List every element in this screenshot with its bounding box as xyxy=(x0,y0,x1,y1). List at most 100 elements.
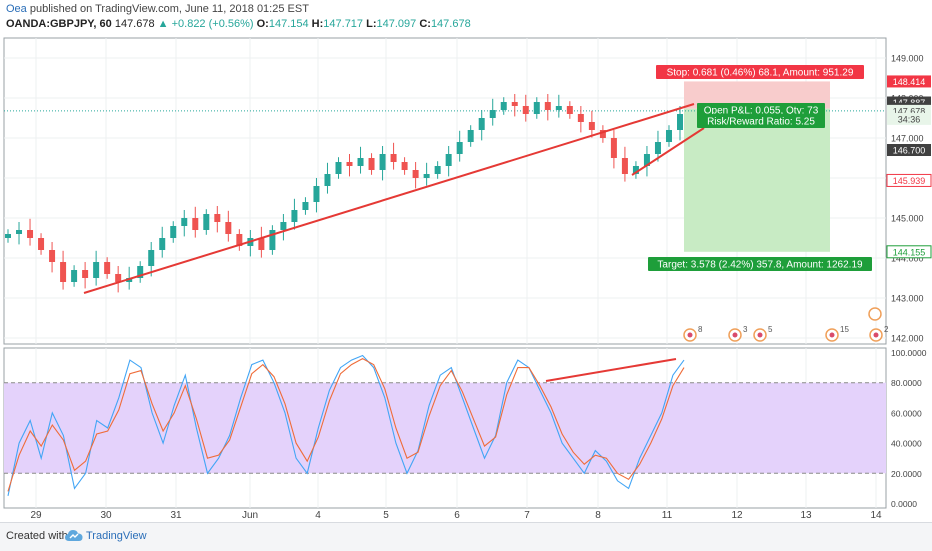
rsi-tick-label: 100.0000 xyxy=(891,348,927,358)
price-tag: 34:36 xyxy=(898,114,921,124)
rsi-band xyxy=(4,382,886,474)
chart-canvas[interactable]: 293031Jun4567811121314149.000148.000147.… xyxy=(0,0,932,522)
y-tick-label: 149.000 xyxy=(891,54,924,64)
x-tick-label: 5 xyxy=(383,510,389,521)
candle-body xyxy=(335,162,342,174)
candle-body xyxy=(148,250,155,266)
x-tick-label: 4 xyxy=(315,510,321,521)
candle-body xyxy=(203,214,210,230)
event-count: 3 xyxy=(743,325,748,334)
event-count: 2 xyxy=(884,325,889,334)
candle-body xyxy=(665,130,672,142)
candle-body xyxy=(357,158,364,166)
candle-body xyxy=(566,106,573,114)
candle-body xyxy=(346,162,353,166)
candle-body xyxy=(181,218,188,226)
candle-body xyxy=(390,154,397,162)
x-tick-label: Jun xyxy=(242,510,258,521)
candle-body xyxy=(677,114,683,130)
candle-body xyxy=(27,230,34,238)
y-tick-label: 144.000 xyxy=(891,254,924,264)
event-dot xyxy=(829,332,835,338)
price-tag: 144.155 xyxy=(893,247,926,257)
candle-body xyxy=(60,262,67,282)
low-value: 147.097 xyxy=(376,18,417,30)
candle-body xyxy=(500,102,507,110)
candle-body xyxy=(654,142,661,154)
event-count: 15 xyxy=(840,325,849,334)
price-tag: 146.700 xyxy=(893,146,926,156)
event-count: 5 xyxy=(768,325,773,334)
candle-body xyxy=(533,102,540,114)
price-tag-bg xyxy=(887,75,931,88)
rsi-tick-label: 80.0000 xyxy=(891,378,922,388)
target-zone xyxy=(684,108,830,252)
x-tick-label: 14 xyxy=(870,510,882,521)
footer-bar: Created with TradingView xyxy=(0,522,932,551)
open-value: 147.154 xyxy=(268,18,309,30)
candle-body xyxy=(423,174,430,178)
candle-body xyxy=(313,186,320,202)
tradingview-brand[interactable]: TradingView xyxy=(86,530,147,542)
rsi-k-line xyxy=(7,354,685,497)
price-tag: 148.414 xyxy=(893,77,926,87)
candle-body xyxy=(38,238,45,250)
candle-body xyxy=(71,270,78,282)
x-tick-label: 6 xyxy=(454,510,460,521)
candle-body xyxy=(291,210,298,222)
x-tick-label: 13 xyxy=(800,510,812,521)
event-icon xyxy=(868,307,882,321)
candle-body xyxy=(236,234,243,246)
candle-body xyxy=(82,270,89,278)
close-value: 147.678 xyxy=(430,18,471,30)
author-link[interactable]: Oea xyxy=(6,3,27,15)
low-label: L: xyxy=(366,18,377,30)
candle-body xyxy=(5,234,11,238)
trendline-main xyxy=(83,103,695,294)
candle-body xyxy=(588,122,595,130)
candle-body xyxy=(401,162,408,170)
symbol-label[interactable]: OANDA:GBPJPY, 60 xyxy=(6,18,112,30)
y-tick-label: 142.000 xyxy=(891,334,924,344)
x-tick-label: 31 xyxy=(170,510,182,521)
candle-body xyxy=(302,202,309,210)
publish-line: Oea published on TradingView.com, June 1… xyxy=(6,3,309,15)
candle-body xyxy=(280,222,287,230)
rr-label-bg xyxy=(697,114,825,128)
x-tick-label: 7 xyxy=(524,510,530,521)
candle-body xyxy=(555,106,562,110)
candle-body xyxy=(49,250,56,262)
high-value: 147.717 xyxy=(323,18,364,30)
candle-body xyxy=(379,154,386,170)
ohlc-line: OANDA:GBPJPY, 60 147.678 ▲ +0.822 (+0.56… xyxy=(6,18,471,30)
y-tick-label: 145.000 xyxy=(891,214,924,224)
candle-body xyxy=(610,138,617,158)
candle-body xyxy=(324,174,331,186)
candle-body xyxy=(225,222,232,234)
candle-body xyxy=(632,166,639,174)
candle-body xyxy=(258,238,265,250)
close-label: C: xyxy=(419,18,431,30)
candle-body xyxy=(456,142,463,154)
candle-body xyxy=(511,102,518,106)
candle-body xyxy=(192,218,199,230)
price-tag: 147.678 xyxy=(893,106,926,116)
candle-body xyxy=(445,154,452,166)
candle-body xyxy=(137,266,144,278)
candle-body xyxy=(434,166,441,174)
event-dot xyxy=(757,332,763,338)
price-tag-bg xyxy=(886,173,932,187)
candle-body xyxy=(104,262,111,274)
pnl-label: Open P&L: 0.055, Qty: 73 xyxy=(704,106,819,117)
chart-header: Oea published on TradingView.com, June 1… xyxy=(0,0,932,34)
candle-body xyxy=(368,158,375,170)
y-tick-label: 147.000 xyxy=(891,134,924,144)
candle-body xyxy=(478,118,485,130)
candle-body xyxy=(489,110,496,118)
x-tick-label: 30 xyxy=(100,510,112,521)
candle-body xyxy=(214,214,221,222)
candle-body xyxy=(16,230,23,234)
created-with-text: Created with xyxy=(6,530,68,542)
open-label: O: xyxy=(256,18,269,30)
x-tick-label: 29 xyxy=(30,510,42,521)
